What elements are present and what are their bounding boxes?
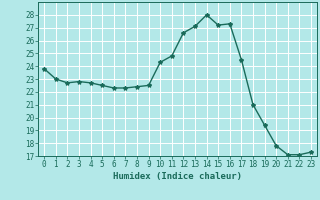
X-axis label: Humidex (Indice chaleur): Humidex (Indice chaleur) xyxy=(113,172,242,181)
